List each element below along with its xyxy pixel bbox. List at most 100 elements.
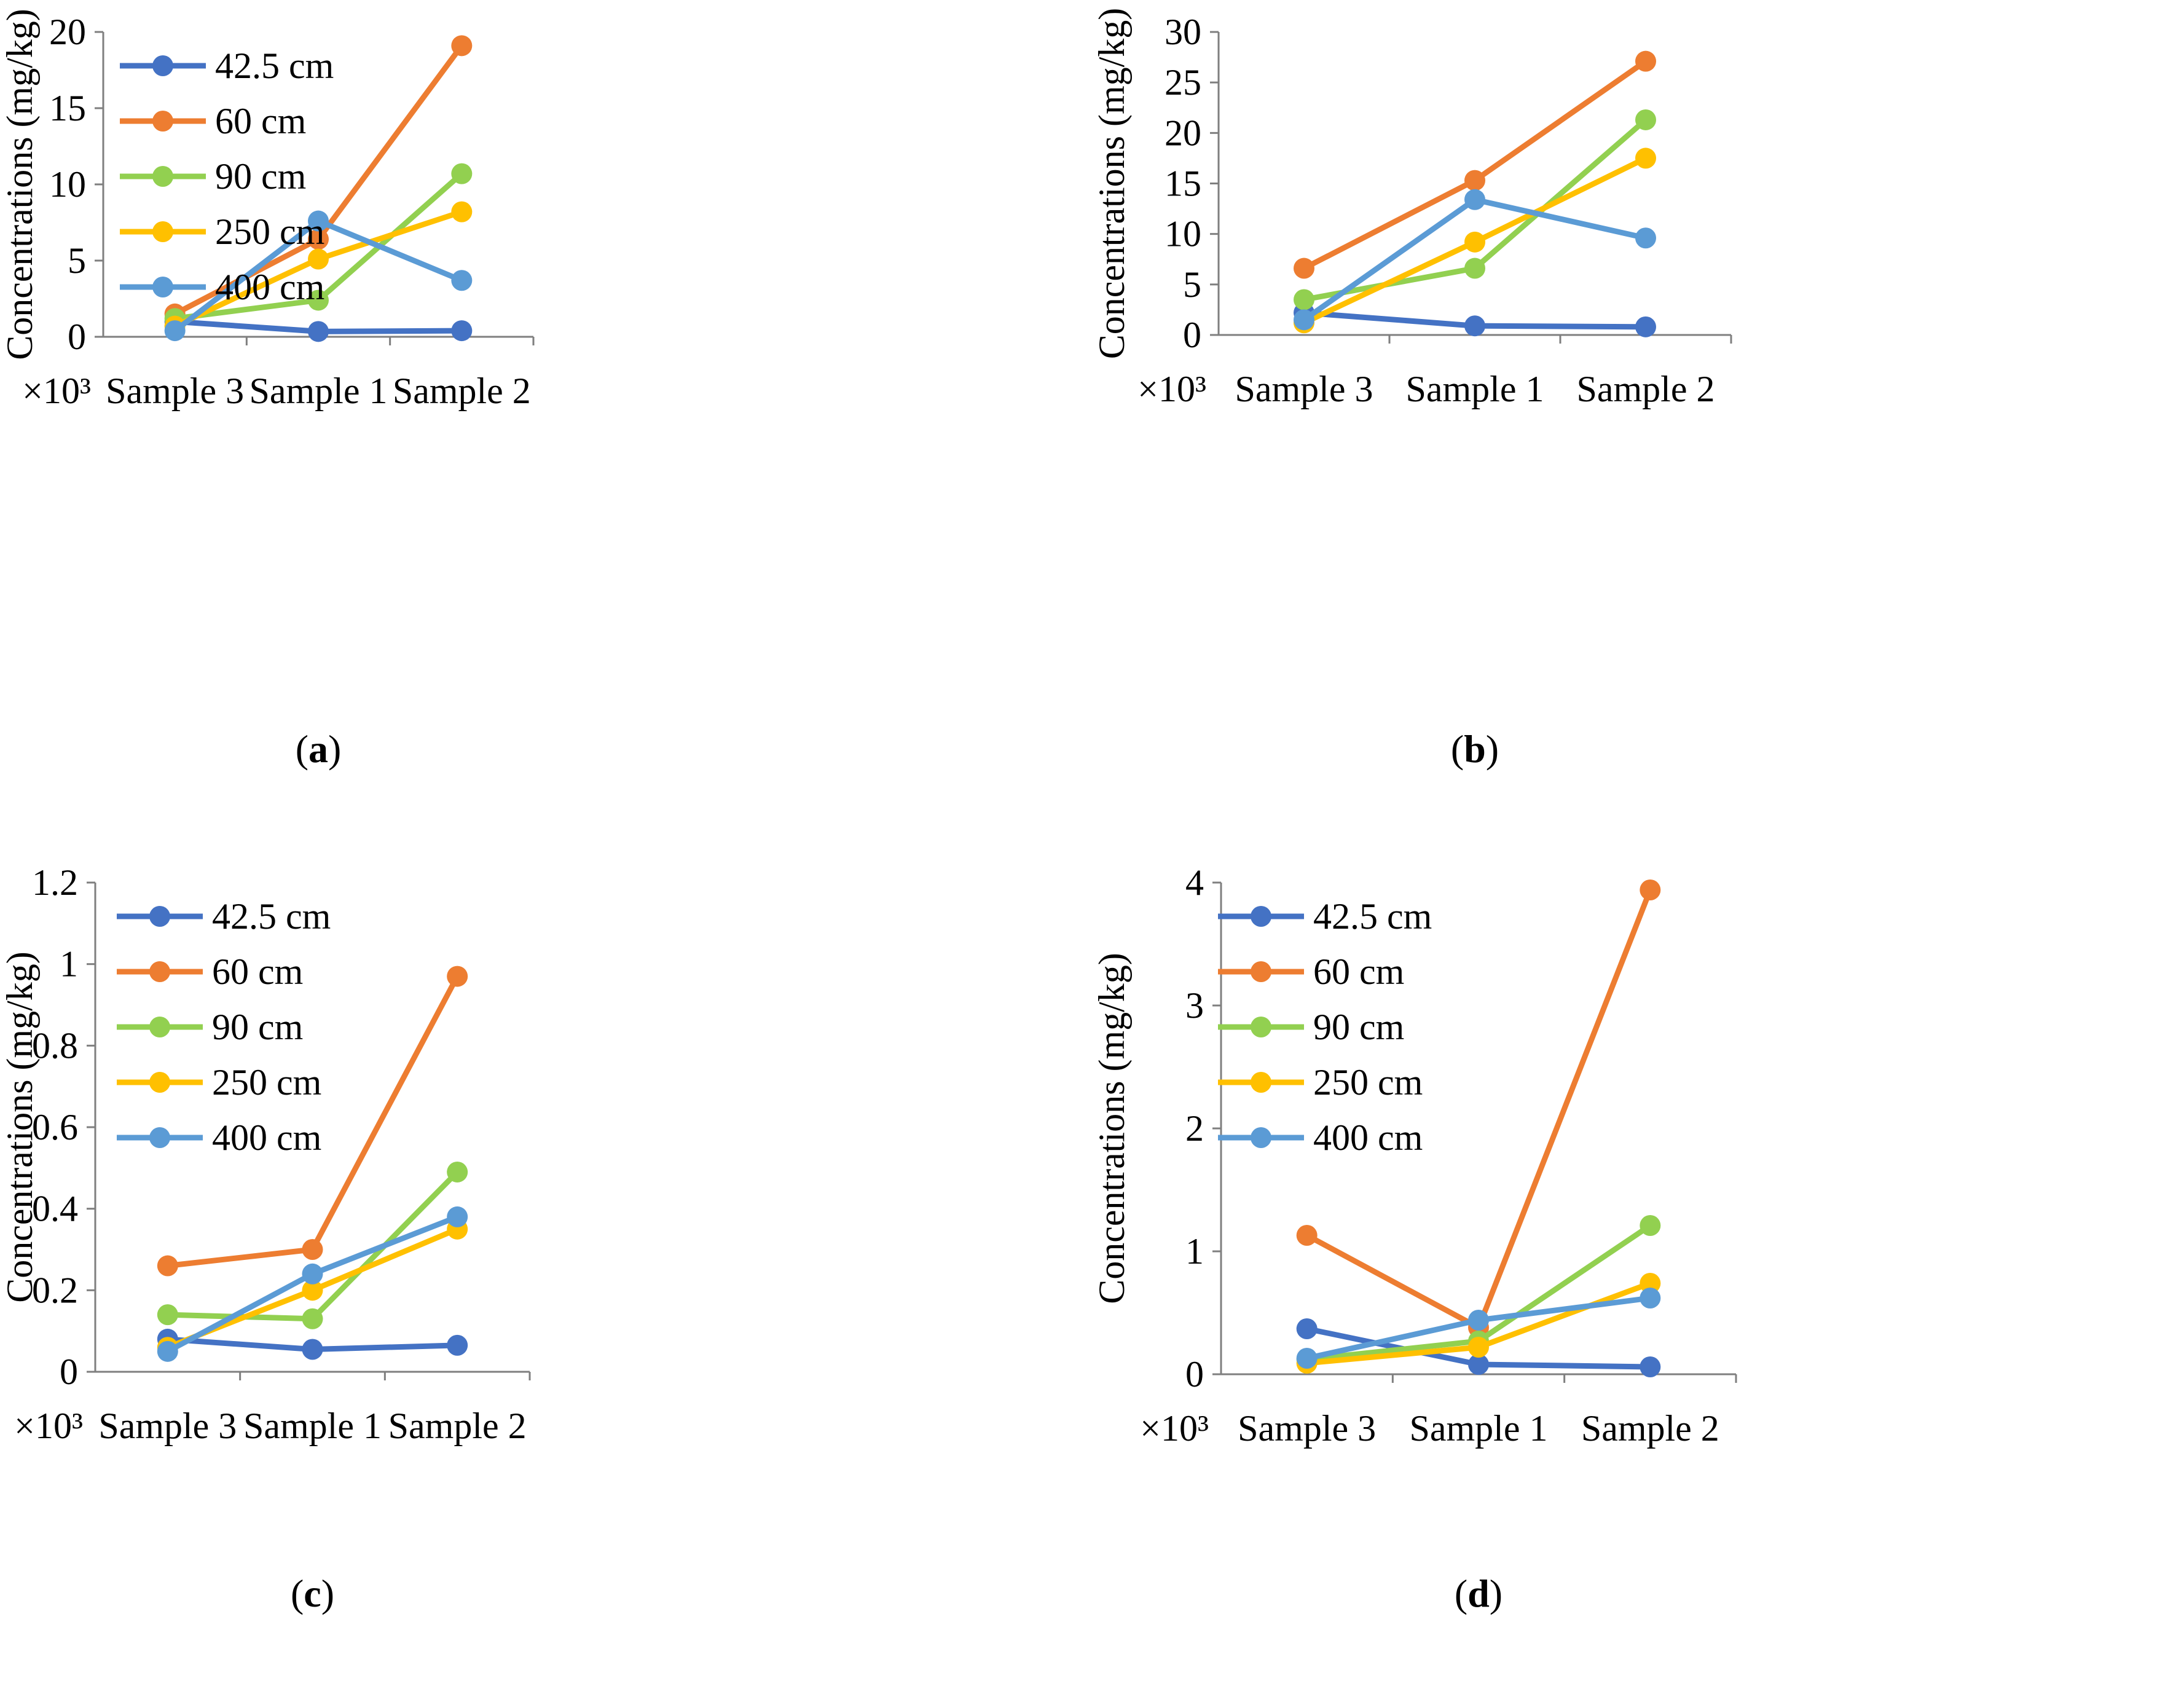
data-point-250-cm-sample-1: [1468, 1337, 1489, 1358]
x-tick-label-sample-2: Sample 2: [1577, 369, 1715, 409]
data-point-400-cm-sample-1: [1464, 189, 1485, 210]
data-point-400-cm-sample-3: [1294, 309, 1314, 331]
legend-label: 400 cm: [1313, 1117, 1423, 1158]
y-tick-label: 5: [1183, 264, 1201, 305]
legend-item-60-cm: 60 cm: [120, 101, 306, 141]
data-point-60-cm-sample-2: [1640, 879, 1661, 900]
data-point-60-cm-sample-3: [1294, 258, 1314, 279]
legend-label: 42.5 cm: [212, 896, 331, 937]
data-point-90-cm-sample-3: [157, 1304, 178, 1326]
legend-item-250-cm: 250 cm: [120, 211, 324, 252]
data-point-42-5-cm-sample-1: [302, 1339, 323, 1360]
data-point-400-cm-sample-2: [1640, 1288, 1661, 1308]
legend-label: 60 cm: [212, 951, 303, 992]
y-tick-label: 0.4: [32, 1189, 78, 1229]
legend-marker: [152, 166, 173, 187]
data-point-400-cm-sample-3: [1296, 1348, 1318, 1369]
y-tick-label: 5: [68, 240, 86, 281]
data-point-400-cm-sample-1: [308, 210, 329, 232]
data-point-250-cm-sample-1: [1464, 231, 1485, 253]
legend-marker: [1251, 906, 1271, 927]
data-point-42-5-cm-sample-2: [1640, 1356, 1661, 1377]
legend-item-42-5-cm: 42.5 cm: [1218, 896, 1432, 937]
legend-item-42-5-cm: 42.5 cm: [117, 896, 331, 937]
panel-a: 0 5 10 15 20 Sample 3 Sample 1 Sample 2 ×10³ Conc…: [0, 0, 1092, 844]
y-tick-label: 0: [1185, 1354, 1204, 1395]
data-point-250-cm-sample-2: [1640, 1273, 1661, 1294]
data-point-250-cm-sample-2: [451, 201, 473, 222]
panel-label: (c): [291, 1572, 334, 1615]
data-point-60-cm-sample-3: [157, 1255, 178, 1277]
legend-item-60-cm: 60 cm: [117, 951, 303, 992]
multiplier-label: ×10³: [22, 371, 91, 411]
data-point-90-cm-sample-1: [302, 1308, 323, 1329]
data-point-250-cm-sample-1: [302, 1280, 323, 1301]
y-axis-title: Concentrations (mg/kg): [0, 951, 40, 1303]
y-tick-label: 0: [1183, 315, 1201, 355]
legend-label: 400 cm: [212, 1117, 321, 1158]
legend-label: 42.5 cm: [215, 45, 334, 86]
y-tick-label: 3: [1185, 985, 1204, 1026]
y-tick-label: 20: [49, 12, 86, 52]
x-tick-label-sample-3: Sample 3: [1235, 369, 1373, 409]
legend-label: 250 cm: [215, 211, 324, 252]
data-point-42-5-cm-sample-1: [1464, 315, 1485, 337]
legend-marker: [149, 1072, 170, 1093]
legend-label: 90 cm: [1313, 1007, 1404, 1047]
y-tick-label: 0: [60, 1352, 78, 1392]
data-point-42-5-cm-sample-1: [308, 321, 329, 342]
panel-label: (b): [1451, 727, 1499, 771]
legend-marker: [1251, 1127, 1271, 1148]
x-tick-label-sample-1: Sample 1: [1406, 369, 1544, 409]
chart-b: 0 5 10 15 20 25 30 Sample 3 Sample 1 Sample 2 ×10³…: [790, 8, 1732, 771]
y-tick-label: 30: [1165, 12, 1201, 52]
x-tick-label-sample-1: Sample 1: [1410, 1408, 1548, 1449]
data-point-90-cm-sample-1: [308, 289, 329, 311]
data-point-60-cm-sample-1: [308, 229, 329, 250]
legend-item-90-cm: 90 cm: [1218, 1007, 1404, 1047]
data-point-400-cm-sample-3: [157, 1340, 178, 1362]
x-tick-label-sample-2: Sample 2: [388, 1406, 527, 1446]
legend-marker: [1251, 1072, 1271, 1093]
chart-a: 0 5 10 15 20 Sample 3 Sample 1 Sample 2 ×10³ Conc…: [0, 9, 535, 771]
y-tick-label: 10: [49, 164, 86, 205]
legend-item-400-cm: 400 cm: [1218, 1117, 1423, 1158]
x-tick-label-sample-1: Sample 1: [243, 1406, 382, 1446]
y-axis-title: Concentrations (mg/kg): [0, 9, 40, 360]
data-point-60-cm-sample-2: [1635, 50, 1656, 72]
legend-item-42-5-cm: 42.5 cm: [120, 45, 334, 86]
multiplier-label: ×10³: [14, 1406, 83, 1446]
y-tick-label: 4: [1185, 862, 1204, 903]
y-axis-title: Concentrations (mg/kg): [1092, 953, 1132, 1304]
chart-d: 0 1 2 3 4 Sample 3 Sample 1 Sample 2 ×10³ Concent…: [1091, 862, 1737, 1615]
data-point-60-cm-sample-2: [447, 966, 468, 987]
data-point-400-cm-sample-1: [302, 1263, 323, 1285]
legend-marker: [149, 1017, 170, 1037]
legend-marker: [149, 961, 170, 982]
legend-marker: [152, 111, 173, 132]
chart-c: 0 0.2 0.4 0.6 0.8 1 1.2 Sample 3 Sample 1 Sample …: [0, 862, 531, 1615]
x-tick-label-sample-3: Sample 3: [98, 1406, 237, 1446]
data-point-400-cm-sample-2: [1635, 227, 1656, 249]
y-tick-label: 0.2: [32, 1270, 78, 1310]
data-point-60-cm-sample-2: [451, 35, 473, 57]
y-tick-label: 0: [68, 317, 86, 357]
x-tick-label-sample-2: Sample 2: [1581, 1408, 1719, 1449]
legend-label: 400 cm: [215, 267, 324, 307]
panel-label: (a): [296, 727, 342, 771]
y-tick-label: 25: [1165, 62, 1201, 103]
legend-marker: [149, 906, 170, 927]
data-point-60-cm-sample-1: [302, 1239, 323, 1260]
data-point-60-cm-sample-3: [1296, 1225, 1318, 1246]
legend-item-250-cm: 250 cm: [1218, 1062, 1423, 1103]
data-point-250-cm-sample-1: [308, 248, 329, 270]
data-point-400-cm-sample-2: [447, 1206, 468, 1227]
x-tick-label-sample-1: Sample 1: [249, 371, 388, 411]
legend-marker: [1251, 1017, 1271, 1037]
data-point-90-cm-sample-2: [451, 163, 473, 184]
data-point-400-cm-sample-3: [164, 320, 186, 342]
legend-marker: [1251, 961, 1271, 982]
y-tick-label: 10: [1165, 214, 1201, 254]
legend-marker: [149, 1127, 170, 1148]
y-tick-label: 20: [1165, 112, 1201, 153]
